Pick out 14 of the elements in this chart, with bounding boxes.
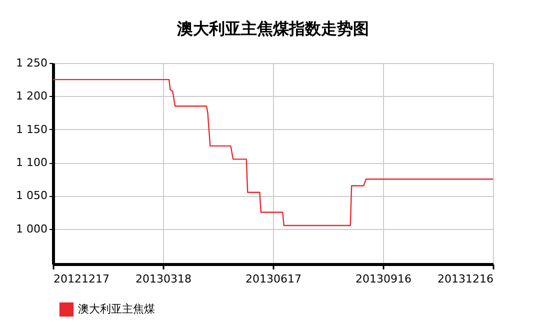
chart-title: 澳大利亚主焦煤指数走势图 (176, 19, 369, 38)
y-tick-label: 1 200 (16, 90, 48, 103)
x-tick-label: 20130916 (356, 272, 412, 286)
y-tick-label: 1 100 (16, 156, 48, 170)
y-tick-label: 1 150 (16, 122, 48, 136)
y-tick-label: 1 000 (16, 222, 48, 236)
y-tick-label: 1 250 (16, 56, 48, 70)
y-tick-label: 1 050 (16, 189, 48, 202)
x-tick-label: 20121217 (54, 272, 110, 286)
x-tick-label: 20130318 (136, 272, 192, 286)
legend-label: 澳大利亚主焦煤 (78, 302, 155, 316)
x-tick-label: 20131216 (438, 272, 494, 286)
x-tick-label: 20130617 (246, 272, 302, 286)
line-series (52, 78, 494, 226)
